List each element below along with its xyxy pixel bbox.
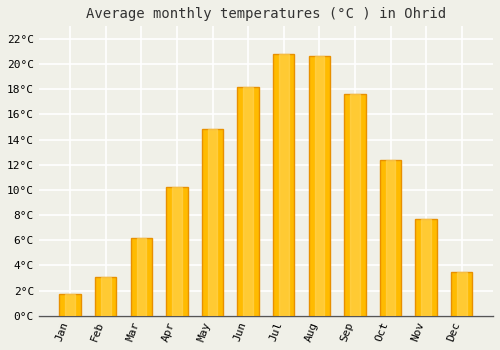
Bar bbox=[172, 187, 182, 316]
Bar bbox=[350, 94, 360, 316]
Bar bbox=[66, 294, 75, 316]
Bar bbox=[308, 56, 330, 316]
Bar bbox=[314, 56, 324, 316]
Bar bbox=[60, 294, 81, 316]
Bar bbox=[416, 219, 437, 316]
Bar bbox=[273, 54, 294, 316]
Bar bbox=[101, 277, 110, 316]
Bar bbox=[279, 54, 288, 316]
Bar bbox=[380, 160, 401, 316]
Bar bbox=[136, 238, 146, 316]
Bar bbox=[208, 130, 218, 316]
Bar bbox=[130, 238, 152, 316]
Bar bbox=[386, 160, 396, 316]
Bar bbox=[422, 219, 431, 316]
Bar bbox=[451, 272, 472, 316]
Bar bbox=[95, 277, 116, 316]
Bar bbox=[202, 130, 223, 316]
Bar bbox=[457, 272, 466, 316]
Title: Average monthly temperatures (°C ) in Ohrid: Average monthly temperatures (°C ) in Oh… bbox=[86, 7, 446, 21]
Bar bbox=[238, 87, 259, 316]
Bar bbox=[244, 87, 253, 316]
Bar bbox=[344, 94, 366, 316]
Bar bbox=[166, 187, 188, 316]
